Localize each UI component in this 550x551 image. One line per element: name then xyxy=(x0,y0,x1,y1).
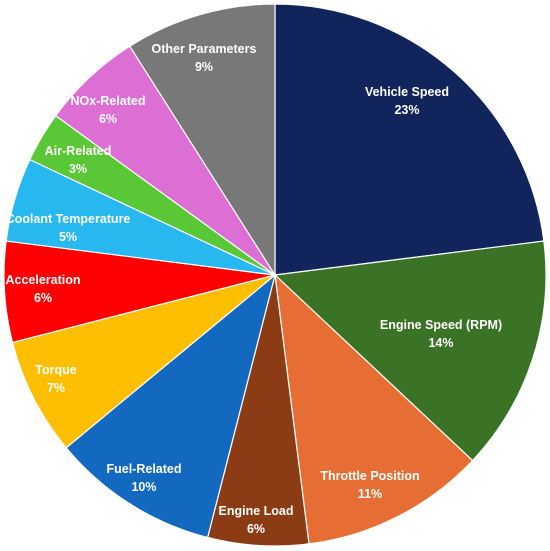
slice-label: Vehicle Speed 23% xyxy=(365,85,449,117)
slice-category-label: Other Parameters xyxy=(152,42,257,56)
slice-category-label: Air-Related xyxy=(45,144,112,158)
slice-label: Engine Speed (RPM) 14% xyxy=(380,318,502,350)
slice-percent-label: 3% xyxy=(69,162,87,176)
slice-percent-label: 6% xyxy=(247,522,265,536)
slice-label: Acceleration 6% xyxy=(5,273,80,305)
slice-category-label: Throttle Position xyxy=(320,469,419,483)
slice-category-label: Fuel-Related xyxy=(106,462,181,476)
slice-percent-label: 11% xyxy=(358,487,382,501)
pie-slice-torque xyxy=(11,274,276,449)
slice-label: NOx-Related 6% xyxy=(70,94,145,126)
pie-slice-fuel-related xyxy=(65,273,277,539)
slice-percent-label: 14% xyxy=(428,336,453,350)
slice-category-label: Engine Load xyxy=(219,504,294,518)
slice-label: Coolant Temperature 5% xyxy=(6,212,131,244)
slice-labels: Vehicle Speed 23% Engine Speed (RPM) 14% Thr… xyxy=(5,42,502,536)
slice-percent-label: 5% xyxy=(59,230,77,244)
slice-label: Torque 7% xyxy=(35,363,76,395)
slice-category-label: Engine Speed (RPM) xyxy=(380,318,502,332)
slice-category-label: NOx-Related xyxy=(70,94,145,108)
pie-slice-vehicle-speed xyxy=(274,3,545,276)
slice-percent-label: 10% xyxy=(131,480,156,494)
slice-percent-label: 6% xyxy=(99,112,117,126)
slice-label: Fuel-Related 10% xyxy=(106,462,181,494)
slice-percent-label: 23% xyxy=(394,103,419,117)
slice-label: Throttle Position 11% xyxy=(320,469,419,501)
pie-slice-engine-speed-rpm xyxy=(273,240,547,462)
pie-slices xyxy=(3,3,547,547)
slice-percent-label: 7% xyxy=(47,381,65,395)
slice-category-label: Vehicle Speed xyxy=(365,85,449,99)
slice-category-label: Coolant Temperature xyxy=(6,212,131,226)
slice-percent-label: 6% xyxy=(34,291,52,305)
slice-category-label: Acceleration xyxy=(5,273,80,287)
slice-category-label: Torque xyxy=(35,363,76,377)
pie-slice-throttle-position xyxy=(274,273,474,545)
slice-label: Air-Related 3% xyxy=(45,144,112,176)
pie-slice-other-parameters xyxy=(128,3,276,278)
slice-label: Other Parameters 9% xyxy=(152,42,257,74)
slice-label: Engine Load 6% xyxy=(219,504,294,536)
slice-percent-label: 9% xyxy=(195,60,213,74)
